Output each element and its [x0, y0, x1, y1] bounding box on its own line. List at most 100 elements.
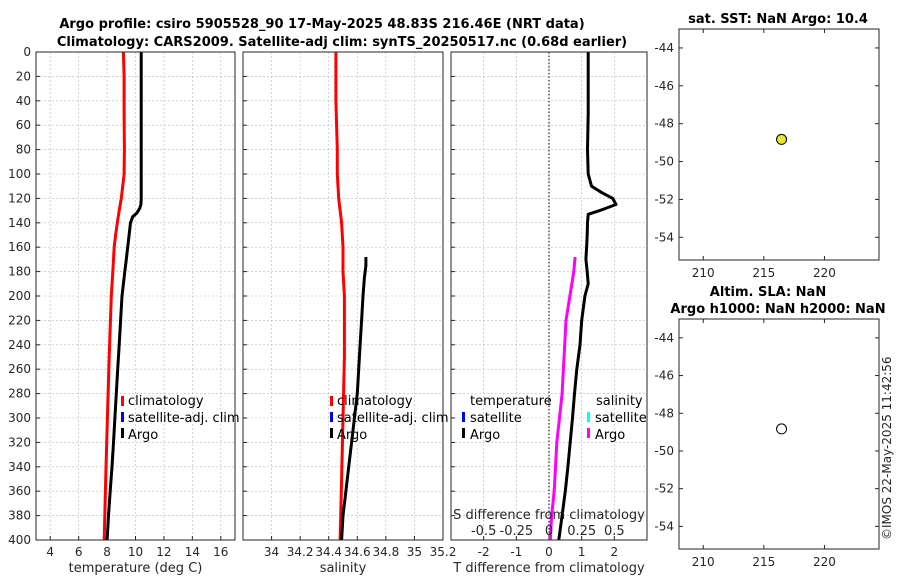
series-line-argo-t-diff — [557, 52, 618, 541]
x-axis-label: salinity — [320, 561, 367, 576]
y-tick-label: -48 — [654, 406, 674, 420]
x-tick-label: 210 — [692, 266, 715, 280]
y-tick-label: -50 — [654, 444, 674, 458]
x-tick-label: 215 — [752, 266, 775, 280]
figure-title-line1: Argo profile: csiro 5905528_90 17-May-20… — [59, 17, 584, 32]
x-axis-label: temperature (deg C) — [69, 561, 203, 576]
x-tick-label: 1 — [578, 545, 586, 559]
depth-tick-label: 140 — [8, 216, 31, 230]
depth-tick-label: 360 — [8, 484, 31, 498]
x-tick-label: 210 — [692, 555, 715, 569]
legend-label: satellite-adj. clim — [337, 411, 449, 426]
x-tick-label: 220 — [813, 555, 836, 569]
legend-label: satellite-adj. clim — [128, 411, 240, 426]
depth-tick-label: 60 — [16, 118, 31, 132]
x-tick-label: 215 — [752, 555, 775, 569]
top-tick-label: -0.5 — [471, 524, 496, 539]
depth-tick-label: 340 — [8, 460, 31, 474]
copyright-stamp: ©IMOS 22-May-2025 11:42:56 — [880, 356, 894, 540]
legend-swatch-satellite — [330, 412, 333, 422]
salinity-legend: climatology satellite-adj. clim Argo — [330, 394, 449, 443]
y-tick-label: -52 — [654, 192, 674, 206]
depth-tick-label: 380 — [8, 509, 31, 523]
depth-axis: 0 20 40 60 80 100 120 140 160 180 200 220 240 260 280 3… — [8, 45, 31, 547]
x-tick-label: 220 — [813, 266, 836, 280]
legend-swatch-satellite-s — [587, 412, 590, 422]
depth-tick-label: 200 — [8, 289, 31, 303]
x-tick-label: 8 — [103, 545, 111, 559]
top-tick-label: -0.25 — [500, 524, 534, 539]
legend-swatch-argo — [330, 428, 333, 438]
legend-label: satellite — [470, 411, 522, 426]
x-tick-label: -1 — [510, 545, 522, 559]
legend-title-salinity: salinity — [596, 394, 643, 409]
top-tick-label: 0 — [545, 524, 553, 539]
figure-title-line2: Climatology: CARS2009. Satellite-adj cli… — [57, 35, 627, 50]
legend-swatch-argo — [121, 428, 124, 438]
series-line-climatology — [102, 51, 126, 541]
axes-frame — [678, 28, 880, 261]
sla-map-panel: -44 -46 -48 -50 -52 -54 210 215 220 — [654, 318, 880, 569]
legend-label: Argo — [337, 428, 367, 443]
x-tick-label: 34.4 — [315, 545, 342, 559]
sla-map-title-line1: Altim. SLA: NaN — [710, 285, 826, 300]
depth-tick-label: 280 — [8, 387, 31, 401]
x-tick-label: 10 — [128, 545, 143, 559]
legend-label: Argo — [128, 428, 158, 443]
legend-swatch-satellite-t — [462, 412, 465, 422]
legend-swatch-satellite — [121, 412, 124, 422]
sst-map-panel: -44 -46 -48 -50 -52 -54 210 215 220 — [654, 28, 880, 280]
y-tick-label: -54 — [654, 230, 674, 244]
x-tick-label: 34.6 — [344, 545, 371, 559]
x-tick-label: 35.2 — [430, 545, 457, 559]
x-tick-label: -2 — [478, 545, 490, 559]
axes-frame — [450, 51, 648, 541]
legend-title-temperature: temperature — [470, 394, 552, 409]
x-axis-label: T difference from climatology — [452, 561, 645, 576]
depth-tick-label: 20 — [16, 69, 31, 83]
difference-panel: -2 -1 0 1 2 T difference from climatology S di… — [450, 51, 648, 576]
y-tick-label: -46 — [654, 79, 674, 93]
x-tick-label: 34 — [264, 545, 279, 559]
legend-label: climatology — [128, 394, 204, 409]
series-line-climatology — [334, 52, 346, 541]
legend-label: satellite — [595, 411, 647, 426]
depth-tick-label: 120 — [8, 191, 31, 205]
salinity-panel: 34 34.2 34.4 34.6 34.8 35 35.2 salinity — [242, 51, 457, 576]
y-tick-label: -44 — [654, 41, 674, 55]
series-line-argo-s-diff — [548, 256, 577, 541]
y-tick-label: -54 — [654, 519, 674, 533]
map-background — [679, 29, 879, 260]
x-tick-label: 6 — [75, 545, 83, 559]
depth-tick-label: 240 — [8, 338, 31, 352]
depth-tick-label: 40 — [16, 94, 31, 108]
series-line-argo — [105, 52, 143, 541]
sst-map-title: sat. SST: NaN Argo: 10.4 — [688, 12, 868, 27]
top-tick-label: 0.25 — [567, 524, 596, 539]
legend-swatch-argo-t — [462, 428, 465, 438]
x-tick-label: 34.8 — [372, 545, 399, 559]
depth-tick-label: 220 — [8, 313, 31, 327]
map-background — [679, 319, 879, 549]
depth-tick-label: 100 — [8, 167, 31, 181]
depth-tick-label: 0 — [23, 45, 31, 59]
depth-tick-label: 160 — [8, 240, 31, 254]
y-tick-label: -52 — [654, 482, 674, 496]
x-tick-label: 0 — [545, 545, 553, 559]
depth-tick-label: 80 — [16, 143, 31, 157]
y-tick-label: -44 — [654, 331, 674, 345]
x-tick-label: 16 — [213, 545, 228, 559]
depth-tick-label: 180 — [8, 265, 31, 279]
depth-tick-label: 260 — [8, 362, 31, 376]
sla-map-title-line2: Argo h1000: NaN h2000: NaN — [670, 302, 885, 317]
argo-location-marker — [776, 423, 788, 435]
legend-label: Argo — [595, 428, 625, 443]
series-line-argo — [340, 257, 368, 541]
legend-label: Argo — [470, 428, 500, 443]
legend-label: climatology — [337, 394, 413, 409]
temperature-legend: climatology satellite-adj. clim Argo — [121, 394, 240, 443]
difference-legend: temperature satellite Argo salinity sate… — [462, 394, 647, 443]
axes-frame — [35, 51, 236, 541]
x-tick-label: 34.2 — [287, 545, 314, 559]
axes-frame — [678, 318, 880, 550]
